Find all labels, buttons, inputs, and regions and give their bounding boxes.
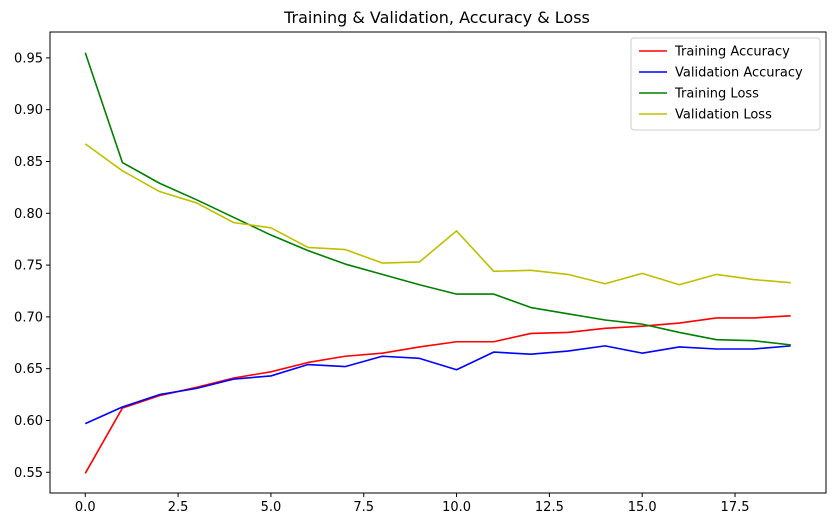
axes: 0.0 2.5 5.0 7.5 10.0 12.5 15.0 17.5 0.55 0.60 0.65… xyxy=(14,31,827,515)
series-line-training-accuracy xyxy=(84,315,791,474)
y-tick-label: 0.65 xyxy=(14,362,43,377)
legend-label: Training Loss xyxy=(674,87,759,102)
y-tick-label: 0.55 xyxy=(14,466,43,481)
legend-box xyxy=(630,37,821,131)
plot-frame xyxy=(49,31,827,494)
y-tick-label: 0.80 xyxy=(14,207,43,222)
y-tick-label: 0.90 xyxy=(14,103,43,118)
y-tick-label: 0.95 xyxy=(14,51,43,66)
y-tick-label: 0.60 xyxy=(14,414,43,429)
x-tick-label: 5.0 xyxy=(261,500,282,515)
x-tick-label: 15.0 xyxy=(628,500,657,515)
y-tick-label: 0.85 xyxy=(14,155,43,170)
legend-label: Validation Loss xyxy=(675,108,772,123)
legend-label: Training Accuracy xyxy=(674,45,790,60)
legend-label: Validation Accuracy xyxy=(675,66,803,81)
x-tick-label: 2.5 xyxy=(168,500,189,515)
x-tick-label: 17.5 xyxy=(721,500,750,515)
chart-title: Training & Validation, Accuracy & Loss xyxy=(283,8,590,27)
x-tick-label: 0.0 xyxy=(75,500,96,515)
series-line-validation-loss xyxy=(84,143,791,286)
x-tick-label: 10.0 xyxy=(442,500,471,515)
series-line-validation-accuracy xyxy=(84,345,791,425)
series-lines xyxy=(84,52,791,474)
y-tick-label: 0.75 xyxy=(14,259,43,274)
y-tick-label: 0.70 xyxy=(14,310,43,325)
legend: Training Accuracy Validation Accuracy Trai… xyxy=(630,37,821,131)
x-tick-label: 12.5 xyxy=(535,500,564,515)
x-tick-label: 7.5 xyxy=(353,500,374,515)
series-line-training-loss xyxy=(84,52,791,346)
